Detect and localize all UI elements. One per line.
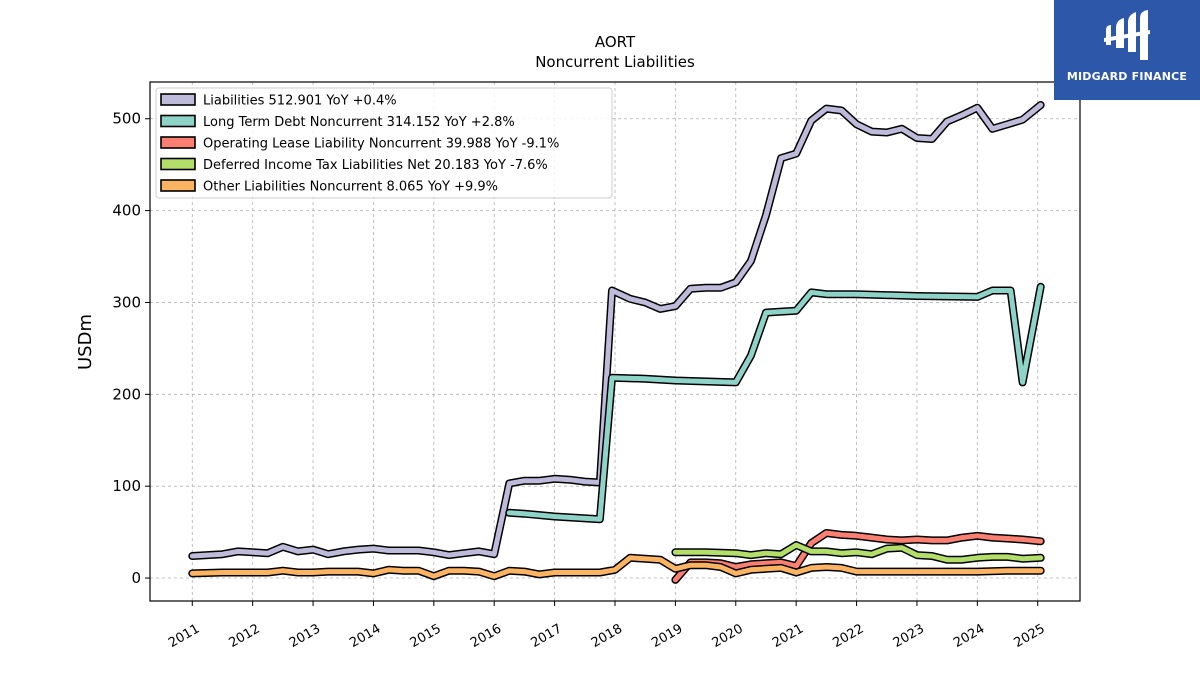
x-axis-ticks: 2011 2012 2013 2014 2015 2016 2017 2018 2019 2020… [166,601,1048,651]
series-line-4 [189,555,1044,579]
legend-swatch [160,114,196,128]
logo-text: MIDGARD FINANCE [1066,70,1188,83]
x-tick-label: 2024 [951,621,987,651]
series-line-2 [672,530,1044,583]
series-line-0 [189,102,1044,559]
series-line-1 [506,284,1044,522]
legend-entry: Other Liabilities Noncurrent 8.065 YoY +… [203,180,498,195]
y-tick-label: 100 [112,477,141,495]
x-tick-label: 2016 [468,621,504,651]
x-tick-label: 2011 [166,621,202,651]
series-lines [188,101,1045,584]
x-tick-label: 2014 [347,621,383,651]
legend-swatch [160,179,196,192]
chart-title: AORT [595,33,636,51]
legend-box [155,87,613,199]
x-tick-label: 2021 [770,621,806,651]
x-tick-label: 2019 [649,621,685,651]
y-tick-label: 200 [112,385,141,403]
logo-mark-icon [1104,10,1150,60]
legend: Liabilities 512.901 YoY +0.4% Long Term D… [155,87,613,199]
legend-entry: Deferred Income Tax Liabilities Net 20.1… [203,158,548,173]
x-tick-label: 2022 [830,621,866,651]
x-tick-label: 2013 [287,621,323,651]
legend-swatch [160,136,196,149]
y-axis-ticks: 0 100 200 300 400 500 [112,110,150,587]
x-tick-label: 2012 [227,621,263,651]
x-tick-label: 2015 [408,621,444,651]
y-axis-label: USDm [75,314,96,370]
legend-entry: Long Term Debt Noncurrent 314.152 YoY +2… [203,115,515,130]
x-tick-label: 2020 [710,621,746,651]
x-tick-label: 2018 [589,621,625,651]
plot-frame [149,81,1081,602]
legend-entry: Operating Lease Liability Noncurrent 39.… [203,137,559,152]
y-tick-label: 500 [112,110,141,128]
y-tick-label: 0 [131,569,141,587]
midgard-finance-logo: MIDGARD FINANCE [1054,0,1200,100]
x-tick-label: 2017 [528,621,564,651]
legend-swatch [160,93,196,106]
legend-swatch [160,157,196,171]
series-line-3 [672,542,1044,563]
y-tick-label: 400 [112,202,141,220]
chart-subtitle: Noncurrent Liabilities [535,53,695,71]
y-tick-label: 300 [112,293,141,311]
x-tick-label: 2025 [1012,621,1048,651]
legend-entry: Liabilities 512.901 YoY +0.4% [203,94,397,109]
x-tick-label: 2023 [891,621,927,651]
